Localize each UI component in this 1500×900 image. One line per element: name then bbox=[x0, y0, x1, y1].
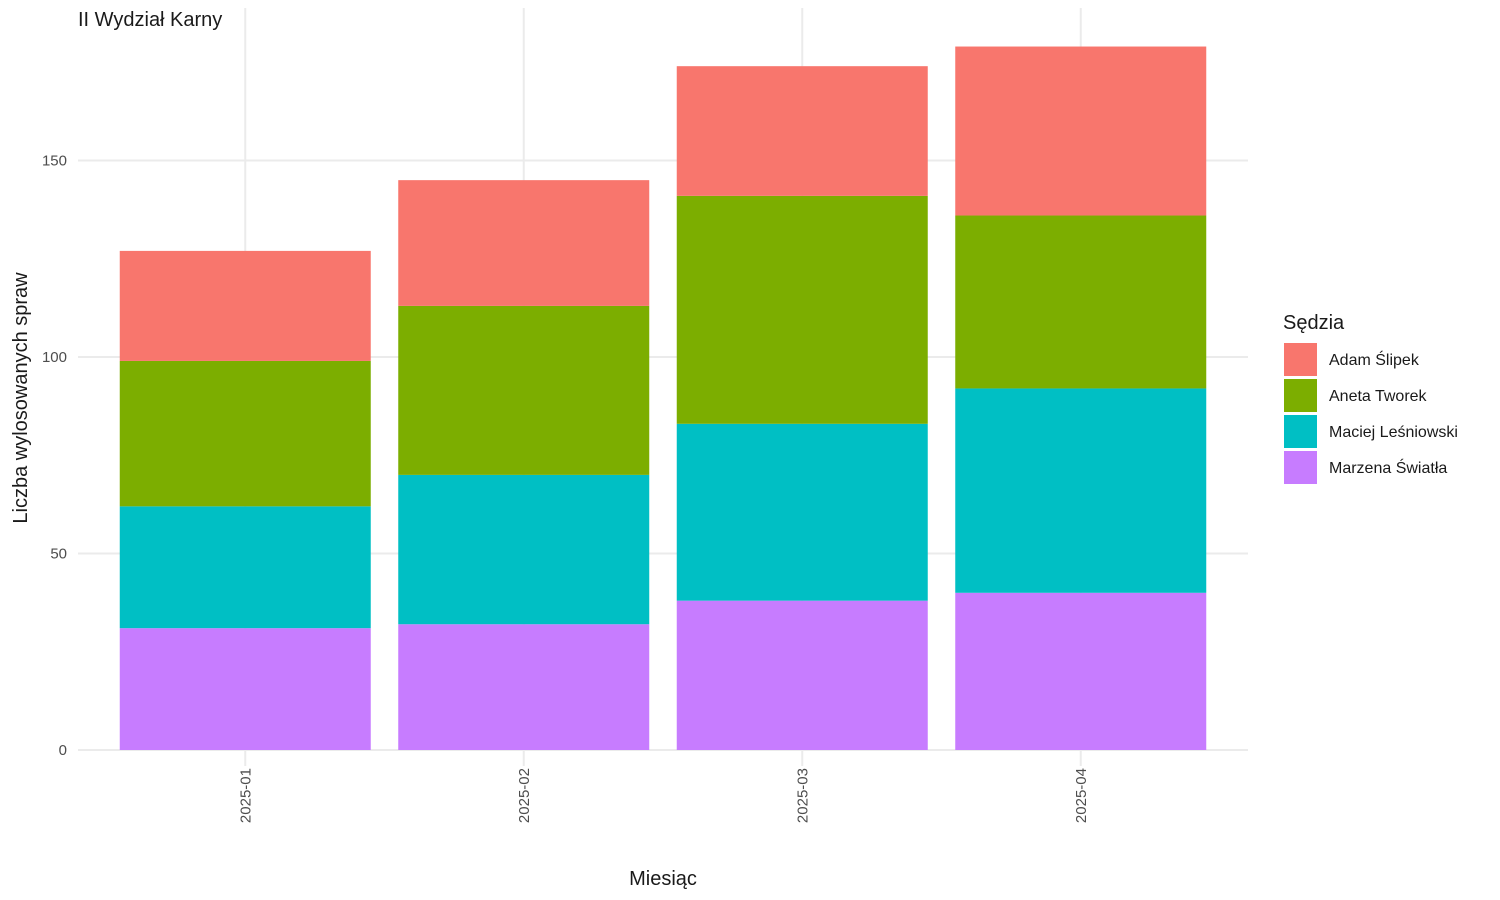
x-axis-title: Miesiąc bbox=[629, 868, 697, 890]
x-tick-label: 2025-04 bbox=[1073, 768, 1090, 823]
x-tick-label: 2025-03 bbox=[794, 768, 811, 823]
legend-label: Marzena Światła bbox=[1329, 458, 1447, 477]
legend-swatch bbox=[1284, 343, 1317, 376]
bars-layer bbox=[119, 46, 1207, 750]
y-axis-title: Liczba wylosowanych spraw bbox=[10, 272, 32, 524]
x-tick-label: 2025-02 bbox=[516, 768, 533, 823]
bar-segment bbox=[676, 195, 928, 424]
x-tick-label: 2025-01 bbox=[237, 768, 254, 823]
legend-swatch bbox=[1284, 451, 1317, 484]
y-axis-ticks: 0 50 100 150 bbox=[42, 153, 67, 760]
legend-label: Adam Ślipek bbox=[1329, 350, 1420, 369]
bar-segment bbox=[398, 624, 650, 750]
legend: Sędzia Adam Ślipek Aneta Tworek Maciej Leś… bbox=[1283, 312, 1458, 484]
legend-label: Maciej Leśniowski bbox=[1329, 424, 1458, 441]
y-tick-label: 100 bbox=[42, 349, 67, 366]
bar-segment bbox=[676, 423, 928, 601]
bar-segment bbox=[119, 250, 371, 361]
legend-swatch bbox=[1284, 379, 1317, 412]
bar-segment bbox=[676, 66, 928, 196]
bar-segment bbox=[398, 180, 650, 306]
bar-segment bbox=[398, 474, 650, 625]
chart-title: II Wydział Karny bbox=[78, 9, 222, 31]
legend-label: Aneta Tworek bbox=[1329, 388, 1428, 405]
legend-items: Adam Ślipek Aneta Tworek Maciej Leśniowski… bbox=[1284, 343, 1458, 484]
bar-segment bbox=[955, 388, 1207, 593]
legend-swatch bbox=[1284, 415, 1317, 448]
y-tick-label: 150 bbox=[42, 153, 67, 170]
y-tick-label: 50 bbox=[50, 546, 67, 563]
bar-segment bbox=[119, 506, 371, 629]
bar-segment bbox=[676, 600, 928, 750]
y-tick-label: 0 bbox=[59, 742, 67, 759]
bar-segment bbox=[955, 46, 1207, 216]
bar-segment bbox=[398, 305, 650, 475]
legend-title: Sędzia bbox=[1283, 312, 1345, 334]
bar-segment bbox=[119, 628, 371, 750]
x-axis-ticks: 2025-01 2025-02 2025-03 2025-04 bbox=[237, 768, 1090, 823]
bar-segment bbox=[955, 592, 1207, 750]
bar-segment bbox=[119, 360, 371, 507]
bar-segment bbox=[955, 215, 1207, 389]
